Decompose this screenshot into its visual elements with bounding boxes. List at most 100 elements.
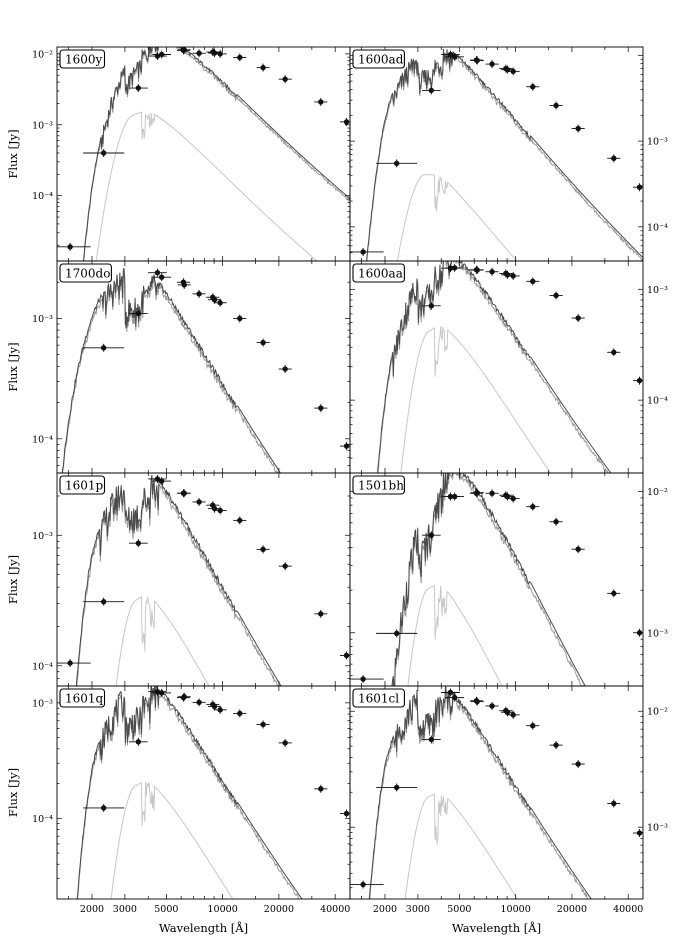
photometry-point	[447, 689, 454, 696]
photometry-point	[636, 377, 643, 384]
y-tick-label: 10⁻⁴	[32, 661, 53, 672]
y-axis-label: Flux [Jy]	[6, 342, 20, 391]
panel-label-frame	[352, 263, 405, 283]
photometry-point	[318, 99, 324, 105]
photometry-point	[260, 721, 266, 728]
plot-area	[350, 686, 643, 899]
sed-panel-1600y: 10⁻⁴ 10⁻³ 10⁻² 1600y Flux [Jy]	[6, 46, 351, 262]
panel-label-box: 1600aa	[352, 263, 405, 283]
photometry-point	[489, 61, 495, 67]
photometry-point	[158, 478, 165, 484]
sed-panel-1700do: 10⁻⁴ 10⁻³ 1700do Flux [Jy]	[6, 260, 351, 474]
photometry-point	[217, 300, 223, 306]
photometry-point	[135, 310, 142, 317]
total-model-spectrum	[76, 686, 303, 899]
y-tick-label: 10⁻³	[32, 314, 53, 325]
photometry-point	[211, 50, 218, 56]
star-model-spectrum	[77, 686, 300, 899]
photometry-point	[451, 54, 458, 60]
companion-model-spectrum	[110, 781, 234, 899]
x-tick-label: 2000	[80, 904, 104, 915]
photometry-point	[428, 532, 435, 538]
panel-label-box: 1600y	[59, 49, 106, 69]
panel-frame	[349, 46, 644, 262]
photometry-point	[428, 303, 435, 309]
panel-label-box: 1601q	[59, 688, 106, 708]
panel-frame	[56, 685, 351, 900]
panel-label-frame	[352, 688, 405, 708]
photometry-point	[489, 490, 495, 496]
x-tick-label: 2000	[373, 904, 397, 915]
plot-area	[76, 686, 350, 899]
photometry-point	[343, 443, 350, 449]
photometry-point	[100, 345, 107, 351]
total-model-spectrum	[391, 473, 586, 686]
panel-frame	[349, 472, 644, 687]
y-tick-label: 10⁻⁴	[647, 396, 668, 407]
photometry-point	[530, 278, 536, 285]
y-tick-label: 10⁻³	[32, 531, 53, 542]
photometry-point	[530, 84, 536, 90]
photometry-point	[135, 85, 142, 91]
photometry-point	[196, 699, 202, 706]
photometry-point	[575, 315, 581, 321]
panel-label: 1600aa	[358, 267, 403, 281]
photometry-point	[553, 519, 559, 525]
photometry-point	[611, 800, 617, 807]
x-tick-label: 3000	[406, 904, 430, 915]
total-model-spectrum	[368, 686, 592, 899]
y-tick-label: 10⁻³	[647, 823, 668, 834]
plot-area	[350, 48, 643, 261]
y-tick-label: 10⁻⁴	[32, 191, 53, 202]
panel-label: 1600y	[65, 53, 103, 67]
photometry-point	[575, 125, 581, 132]
photometry-point	[474, 57, 480, 64]
photometry-point	[428, 87, 435, 94]
photometry-point	[510, 712, 516, 718]
panel-label-frame	[352, 475, 405, 495]
panel-label-box: 1501bh	[352, 475, 405, 495]
photometry-point	[474, 489, 480, 496]
x-tick-label: 40000	[613, 904, 643, 915]
panel-label-box: 1601p	[59, 475, 106, 495]
y-tick-label: 10⁻²	[32, 49, 53, 60]
panel-label-frame	[59, 263, 112, 283]
photometry-point	[360, 249, 366, 255]
photometry-point	[67, 244, 73, 250]
x-tick-label: 10000	[208, 904, 238, 915]
x-tick-label: 10000	[501, 904, 531, 915]
photometry-point	[158, 51, 165, 58]
y-tick-label: 10⁻³	[32, 698, 53, 709]
photometry-point	[196, 291, 202, 297]
y-tick-label: 10⁻³	[32, 120, 53, 131]
photometry-point	[217, 51, 223, 57]
plot-area	[57, 474, 350, 686]
total-model-spectrum	[377, 261, 612, 473]
photometry-point	[100, 805, 107, 811]
photometry-point	[636, 830, 643, 836]
photometry-point	[636, 184, 643, 190]
y-axis-label: Flux [Jy]	[6, 768, 20, 817]
photometry-point	[211, 703, 218, 710]
photometry-point	[260, 339, 266, 346]
photometry-point	[611, 349, 617, 356]
photometry-point	[474, 267, 480, 273]
y-tick-label: 10⁻²	[647, 487, 668, 498]
photometry-point	[360, 676, 366, 682]
photometry-point	[282, 76, 288, 82]
y-tick-label: 10⁻⁴	[32, 814, 53, 825]
photometry-point	[196, 50, 202, 56]
companion-model-spectrum	[407, 585, 503, 686]
photometry-point	[100, 150, 107, 156]
panel-label-frame	[352, 49, 405, 69]
photometry-point	[451, 265, 458, 271]
sed-panel-1600aa: 10⁻⁴ 10⁻³ 1600aa	[349, 260, 668, 474]
panel-label-box: 1601cl	[352, 688, 405, 708]
panel-label-box: 1600ad	[352, 49, 405, 69]
star-model-spectrum	[369, 689, 589, 899]
photometry-point	[318, 405, 324, 411]
x-tick-label: 20000	[264, 904, 294, 915]
photometry-point	[611, 590, 617, 597]
panel-label: 1501bh	[358, 479, 404, 493]
x-tick-label: 40000	[320, 904, 350, 915]
